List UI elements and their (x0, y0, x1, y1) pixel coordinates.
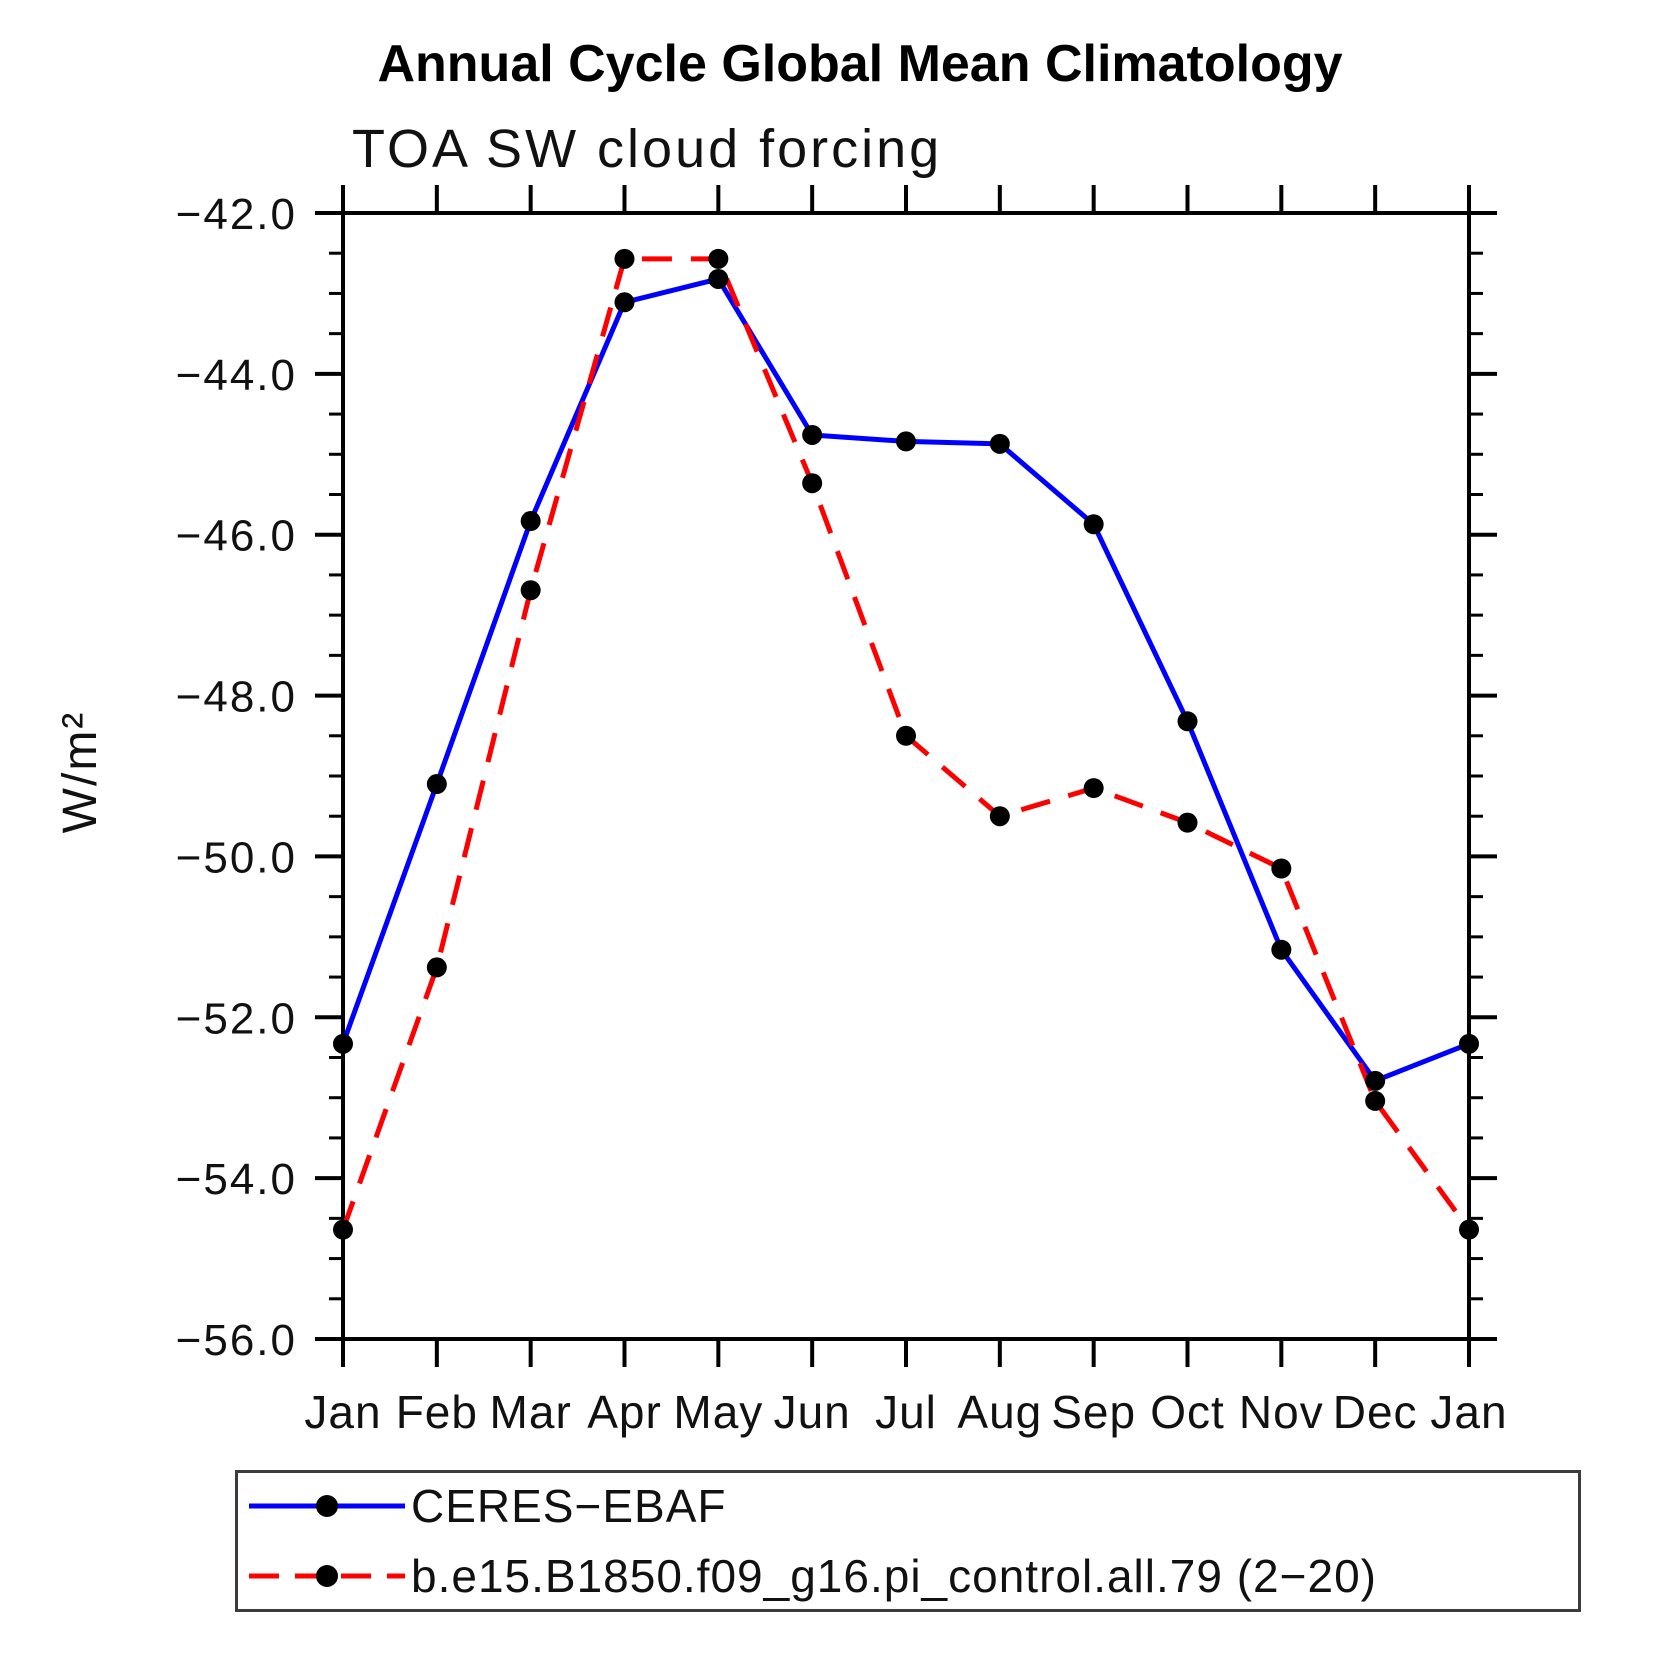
data-point-0-Nov (1271, 939, 1292, 960)
y-tick-label: −56.0 (176, 1316, 297, 1365)
data-point-1-Jan (333, 1219, 353, 1240)
x-tick-label: Sep (1051, 1386, 1136, 1438)
y-tick-label: −50.0 (176, 833, 297, 882)
data-point-0-Jun (802, 424, 823, 445)
data-point-0-Oct (1177, 711, 1198, 732)
data-point-1-Feb (426, 957, 447, 978)
y-axis-label: W/m² (54, 711, 107, 834)
legend-item: b.e15.B1850.f09_g16.pi_control.all.79 (2… (238, 1548, 1578, 1604)
data-point-1-Mar (520, 580, 541, 601)
series-line-0 (340, 276, 1470, 1084)
chart-subtitle: TOA SW cloud forcing (352, 119, 943, 179)
legend-line-sample (249, 1495, 405, 1517)
data-point-0-Jan (333, 1033, 353, 1054)
data-point-1-May (708, 248, 729, 269)
x-tick-label: Jan (304, 1386, 381, 1438)
plot-frame (341, 211, 1471, 1341)
data-point-1-Jun (802, 473, 823, 494)
x-tick-label: Feb (396, 1386, 478, 1438)
y-tick-label: −54.0 (176, 1155, 297, 1204)
data-point-0-Dec (1365, 1070, 1386, 1091)
data-point-1-Apr (614, 248, 635, 269)
x-tick-label: Apr (587, 1386, 662, 1438)
legend-label: b.e15.B1850.f09_g16.pi_control.all.79 (2… (411, 1550, 1377, 1602)
data-point-0-Jul (896, 431, 916, 452)
chart-title: Annual Cycle Global Mean Climatology (377, 35, 1343, 93)
x-tick-label: Jun (774, 1386, 851, 1438)
x-tick-label: Jan (1430, 1386, 1507, 1438)
data-point-0-Feb (426, 774, 447, 795)
data-point-0-May (708, 268, 729, 289)
legend-line-sample (249, 1565, 405, 1587)
axes-and-ticks: −42.0 −44.0 −46.0 −48.0 −50.0 −52.0 −54.0 −56.0… (176, 185, 1507, 1438)
legend-marker-icon (316, 1565, 338, 1587)
x-tick-label: Jul (875, 1386, 937, 1438)
x-tick-label: Oct (1150, 1386, 1225, 1438)
y-tick-label: −44.0 (176, 351, 297, 400)
x-tick-label: Mar (490, 1386, 572, 1438)
x-tick-label: Aug (957, 1386, 1042, 1438)
data-point-0-Sep (1083, 514, 1104, 535)
y-tick-label: −46.0 (176, 512, 297, 561)
legend-label: CERES−EBAF (411, 1480, 727, 1532)
y-tick-label: −52.0 (176, 994, 297, 1043)
x-tick-label: Dec (1333, 1386, 1418, 1438)
data-point-1-Sep (1083, 778, 1104, 799)
data-point-1-Nov (1271, 858, 1292, 879)
data-point-0-Mar (520, 511, 541, 532)
y-tick-label: −42.0 (176, 190, 297, 239)
x-tick-label: Nov (1239, 1386, 1324, 1438)
data-point-0-Jan (1459, 1033, 1479, 1054)
data-point-0-Apr (614, 292, 635, 313)
legend-box: CERES−EBAF b.e15.B1850.f09_g16.pi_contro… (235, 1470, 1581, 1612)
data-point-1-Oct (1177, 812, 1198, 833)
data-point-1-Dec (1365, 1090, 1386, 1111)
legend-marker-icon (316, 1495, 338, 1517)
data-point-1-Jul (896, 725, 916, 746)
x-tick-label: May (673, 1386, 763, 1438)
data-point-0-Aug (989, 433, 1010, 454)
y-tick-label: −48.0 (176, 673, 297, 722)
legend-item: CERES−EBAF (238, 1478, 1578, 1534)
data-point-1-Aug (989, 806, 1010, 827)
data-point-1-Jan (1459, 1219, 1479, 1240)
data-series (333, 248, 1479, 1240)
